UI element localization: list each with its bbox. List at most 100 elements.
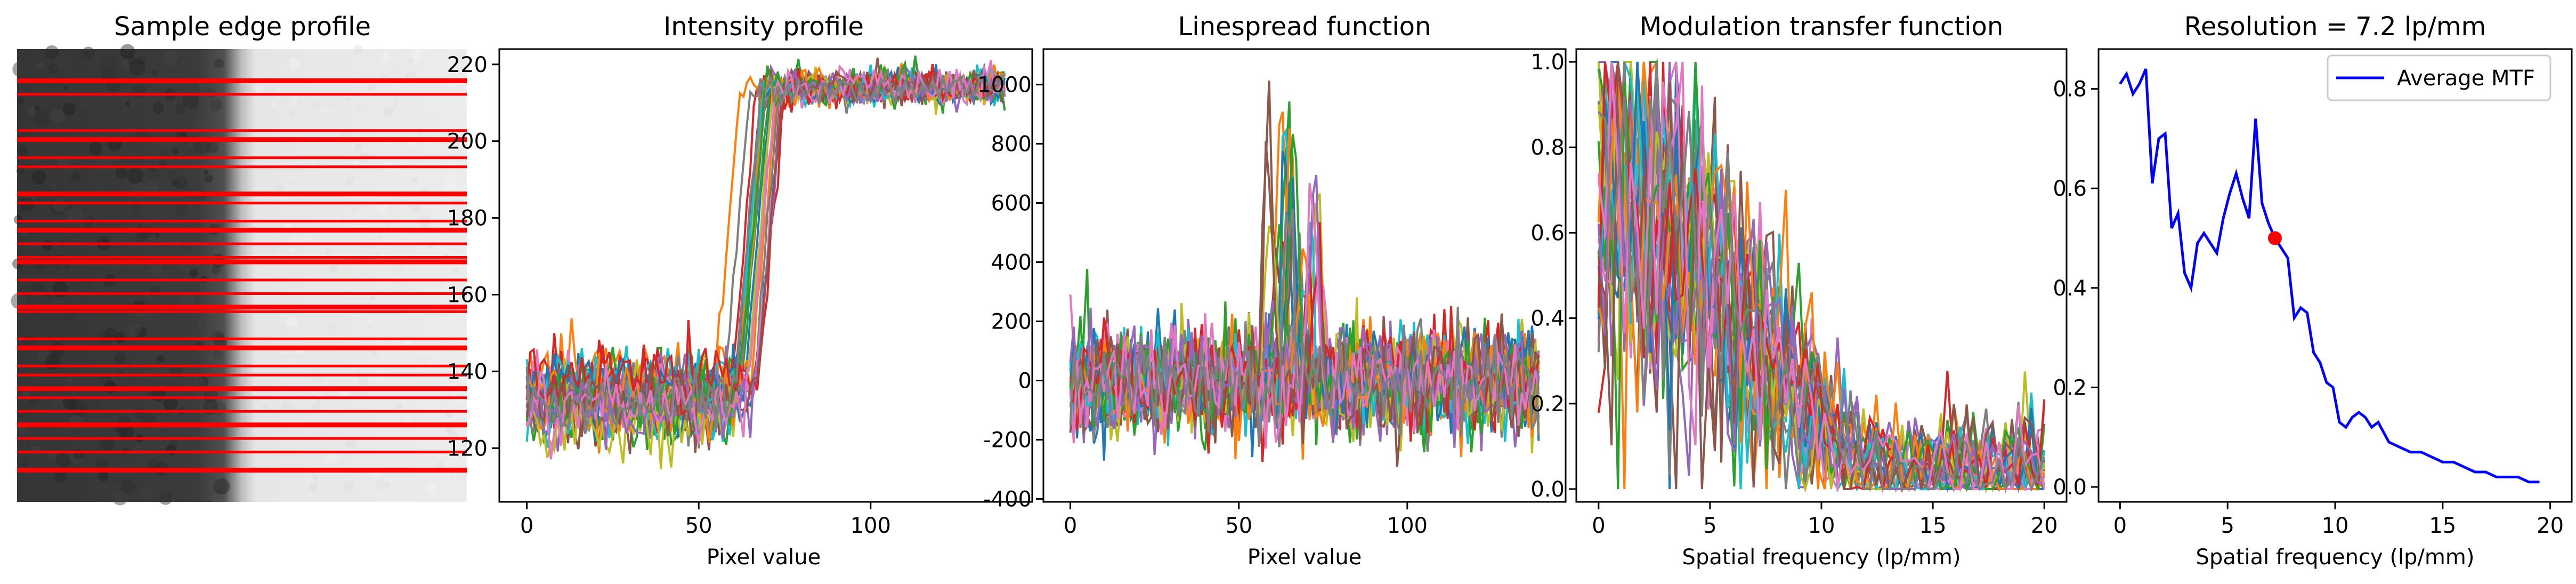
image-speckle (355, 143, 362, 151)
chart-title: Intensity profile (663, 12, 864, 42)
image-speckle (42, 241, 52, 251)
legend: Average MTF (2327, 54, 2551, 101)
y-tick-label: 120 (447, 436, 488, 461)
image-speckle (274, 322, 284, 332)
image-speckle (364, 231, 373, 239)
image-speckle (18, 426, 27, 436)
image-speckle (444, 425, 452, 434)
image-speckle (48, 63, 59, 74)
resolution-marker (2267, 231, 2282, 245)
image-speckle (447, 177, 458, 188)
image-speckle (114, 331, 126, 343)
image-speckle (115, 477, 121, 485)
y-tick-label: -400 (983, 487, 1032, 511)
image-speckle (282, 401, 293, 411)
image-speckle (434, 461, 443, 470)
image-speckle (78, 96, 92, 109)
x-tick-label: 5 (2221, 514, 2234, 538)
image-speckle (21, 461, 27, 467)
image-speckle (197, 376, 209, 387)
image-speckle (385, 482, 390, 487)
image-speckle (407, 58, 414, 65)
image-speckle (193, 373, 204, 385)
image-speckle (172, 148, 179, 155)
image-speckle (151, 69, 158, 77)
image-speckle (58, 156, 70, 168)
image-speckle (388, 64, 399, 75)
image-speckle (427, 208, 431, 212)
image-speckle (386, 222, 392, 228)
y-tick-label: 400 (991, 251, 1032, 275)
plot-area (1069, 81, 1540, 467)
image-speckle (31, 170, 47, 185)
image-speckle (127, 167, 143, 184)
image-speckle (146, 181, 159, 194)
image-speckle (452, 267, 459, 274)
image-speckle (271, 332, 278, 339)
image-speckle (262, 404, 267, 409)
image-speckle (207, 197, 212, 202)
x-tick-label: 50 (685, 514, 712, 538)
image-speckle (275, 183, 285, 194)
y-tick-label: 200 (447, 130, 488, 154)
image-speckle (309, 100, 319, 110)
x-axis-label: Pixel value (707, 545, 821, 570)
y-tick-label: 220 (447, 53, 488, 77)
image-speckle (33, 110, 51, 127)
image-speckle (335, 94, 342, 101)
image-speckle (353, 45, 363, 55)
image-speckle (198, 81, 209, 92)
image-speckle (152, 245, 161, 254)
image-speckle (345, 206, 349, 211)
image-speckle (147, 167, 161, 181)
image-speckle (320, 106, 330, 116)
image-speckle (383, 107, 394, 118)
image-speckle (419, 356, 430, 367)
y-tick-label: 180 (447, 206, 488, 231)
image-speckle (119, 270, 133, 284)
image-speckle (93, 118, 103, 128)
image-speckle (289, 58, 301, 69)
image-speckle (344, 481, 354, 491)
image-speckle (378, 236, 382, 240)
image-speckle (150, 263, 163, 277)
chart-title: Modulation transfer function (1640, 12, 2004, 42)
image-speckle (118, 370, 123, 375)
image-speckle (212, 265, 221, 274)
chart-title: Linespread function (1178, 12, 1431, 42)
image-speckle (213, 349, 223, 360)
image-speckle (27, 106, 36, 115)
image-speckle (354, 104, 362, 111)
image-speckle (329, 451, 340, 461)
image-speckle (166, 169, 179, 182)
y-tick-label: 140 (447, 359, 488, 384)
image-speckle (77, 96, 89, 108)
image-speckle (99, 471, 109, 482)
chart-title: Resolution = 7.2 lp/mm (2184, 12, 2486, 42)
image-speckle (133, 360, 139, 366)
image-speckle (365, 301, 370, 306)
image-speckle (416, 61, 426, 71)
image-speckle (209, 99, 222, 111)
image-speckle (404, 295, 416, 307)
image-speckle (73, 449, 84, 460)
image-speckle (290, 174, 296, 180)
image-speckle (189, 148, 196, 155)
panel-sample-edge: Sample edge profile (11, 12, 471, 506)
image-speckle (33, 287, 49, 304)
image-speckle (203, 399, 212, 408)
image-speckle (324, 51, 329, 55)
image-speckle (163, 50, 179, 67)
image-speckle (289, 101, 296, 108)
image-speckle (212, 477, 224, 490)
image-speckle (34, 105, 40, 111)
image-speckle (154, 350, 161, 357)
x-tick-label: 10 (2322, 514, 2349, 538)
image-speckle (120, 44, 135, 59)
image-speckle (316, 399, 321, 404)
y-tick-label: 1000 (977, 73, 1032, 98)
plot-area (1597, 58, 2046, 493)
image-speckle (326, 323, 337, 335)
image-speckle (51, 327, 62, 339)
image-speckle (136, 56, 145, 66)
